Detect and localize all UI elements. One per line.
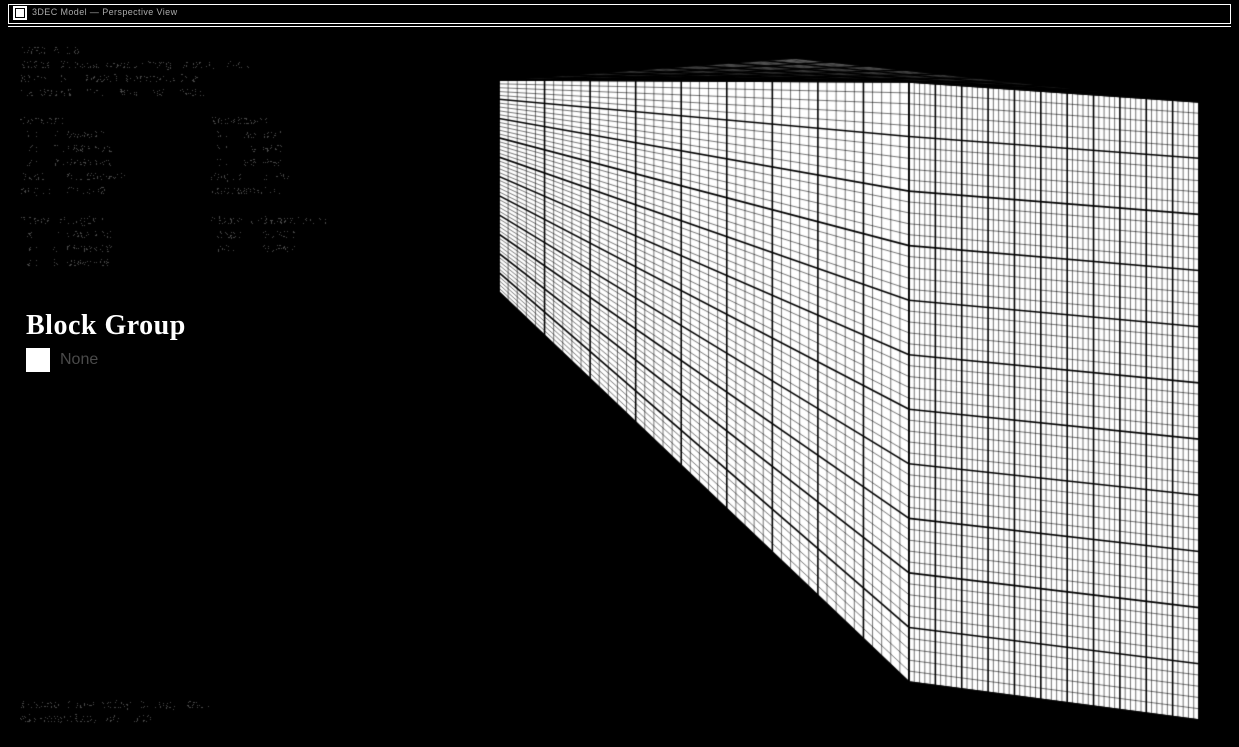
info-panel bbox=[20, 40, 440, 300]
legend-swatch bbox=[26, 348, 50, 372]
legend: Block Group None bbox=[26, 310, 186, 372]
mesh-viewport[interactable] bbox=[499, 40, 1229, 740]
legend-title: Block Group bbox=[26, 310, 186, 342]
app-icon bbox=[12, 5, 28, 21]
footer-text bbox=[20, 697, 440, 737]
titlebar-frame bbox=[8, 4, 1231, 24]
legend-item: None bbox=[26, 348, 186, 372]
window-title: 3DEC Model — Perspective View bbox=[32, 7, 178, 17]
title-divider bbox=[8, 26, 1231, 27]
legend-label: None bbox=[60, 351, 98, 369]
